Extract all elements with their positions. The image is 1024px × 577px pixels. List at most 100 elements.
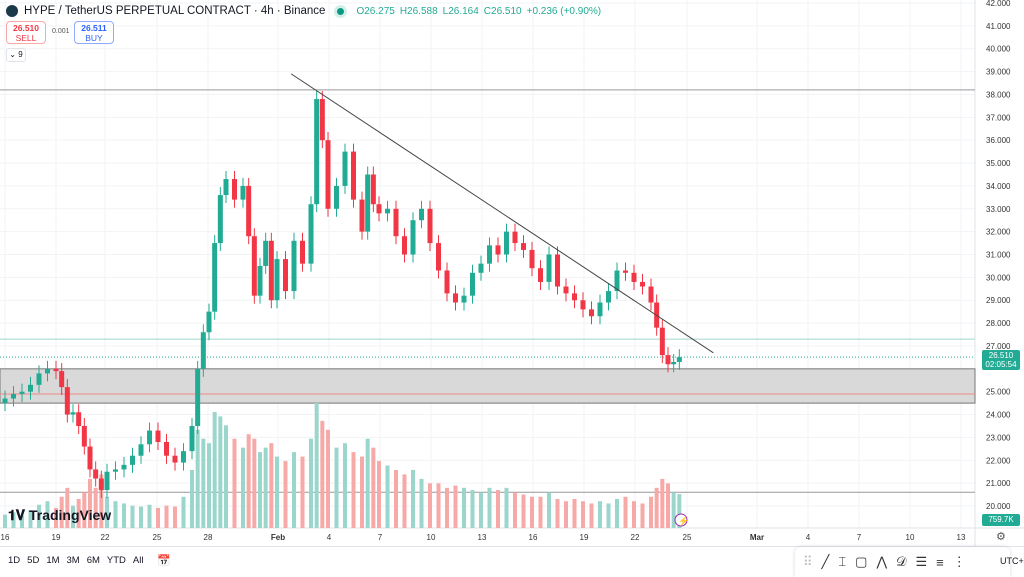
tradingview-logo[interactable]: 𝟏𝐕 TradingView	[8, 507, 111, 524]
vertical-measure-icon[interactable]: ⌶	[838, 554, 847, 569]
candle-body	[487, 245, 492, 264]
range-ytd[interactable]: YTD	[106, 555, 126, 566]
candle-body	[640, 281, 645, 287]
x-tick-label: 10	[427, 533, 436, 542]
candle-body	[597, 302, 603, 317]
x-tick-label: 16	[1, 533, 10, 542]
volume-bar	[28, 510, 33, 528]
path-icon[interactable]: ⋀	[876, 554, 888, 569]
volume-bar	[93, 487, 98, 528]
candle	[359, 191, 365, 240]
candle	[240, 177, 246, 208]
candle-body	[87, 446, 93, 470]
indicators-toggle[interactable]: ⌄ 9	[6, 48, 26, 62]
candle-body	[529, 249, 535, 269]
candle-countdown: 02:05:54	[985, 360, 1017, 369]
exchange-logo-icon	[6, 5, 18, 17]
range-6m[interactable]: 6M	[86, 555, 100, 566]
timezone[interactable]: UTC+6	[1000, 556, 1024, 566]
goto-date-calendar-icon[interactable]: 📅	[157, 555, 171, 567]
volume-bar	[615, 498, 619, 528]
candle-body	[217, 195, 223, 244]
symbol-title[interactable]: HYPE / TetherUS PERPETUAL CONTRACT · 4h …	[24, 5, 326, 17]
candle	[676, 349, 682, 370]
candle	[246, 177, 252, 245]
candle	[410, 212, 416, 263]
candle-body	[676, 357, 682, 362]
x-tick-label: 25	[153, 533, 162, 542]
pattern-icon[interactable]: 𝒟	[896, 554, 907, 569]
candle	[181, 443, 186, 471]
candle-body	[246, 185, 252, 237]
volume-bar	[258, 452, 262, 528]
sell-button[interactable]: 26.510 SELL	[6, 21, 46, 44]
candle	[495, 237, 501, 263]
candle	[257, 257, 263, 304]
y-tick-label: 21.000	[986, 479, 1011, 488]
candle	[580, 292, 586, 318]
rectangle-icon[interactable]: ▢	[855, 554, 868, 569]
candle-body	[81, 425, 87, 447]
volume-bar	[530, 496, 534, 528]
settings-gear-icon[interactable]: ⚙	[996, 531, 1006, 543]
volume-bar	[445, 487, 449, 528]
parallel-lines-icon[interactable]: ≡	[936, 554, 944, 570]
candle	[223, 171, 229, 204]
ohlc-values: O26.275 H26.588 L26.164 C26.510 +0.236 (…	[356, 6, 601, 17]
range-5d[interactable]: 5D	[27, 555, 40, 566]
volume-bar	[181, 496, 186, 528]
candle-body	[300, 240, 305, 264]
fib-retracement-icon[interactable]: ☰	[915, 554, 928, 569]
candle-body	[648, 286, 654, 303]
sell-price: 26.510	[13, 23, 39, 33]
volume-bar	[20, 515, 24, 528]
candle	[308, 196, 314, 272]
volume-bar	[479, 492, 483, 528]
volume-bar	[666, 483, 670, 528]
candle	[597, 294, 603, 325]
x-tick-label: 16	[529, 533, 538, 542]
candle	[606, 283, 611, 311]
candle-body	[342, 151, 348, 186]
range-1d[interactable]: 1D	[8, 555, 21, 566]
candle-body	[546, 254, 552, 282]
candle	[274, 251, 280, 309]
range-1m[interactable]: 1M	[46, 555, 60, 566]
volume-bar	[632, 501, 636, 528]
buy-button[interactable]: 26.511 BUY	[74, 21, 114, 44]
candle-body	[104, 471, 110, 491]
candle-body	[671, 361, 677, 365]
candle	[427, 200, 433, 252]
range-all[interactable]: All	[132, 555, 144, 566]
candle-body	[240, 185, 246, 200]
candle-body	[36, 373, 42, 385]
y-tick-label: 36.000	[986, 136, 1011, 145]
volume-bar	[207, 443, 211, 528]
regression-icon[interactable]: ⋮	[952, 554, 966, 569]
volume-bar	[3, 514, 7, 528]
symbol-header: HYPE / TetherUS PERPETUAL CONTRACT · 4h …	[6, 5, 601, 17]
volume-bar	[671, 492, 676, 528]
candle-body	[461, 295, 467, 303]
candle-body	[436, 243, 441, 271]
candle-body	[606, 291, 611, 303]
candle	[195, 360, 201, 434]
candle	[113, 461, 118, 480]
candle-body	[512, 231, 518, 244]
range-3m[interactable]: 3M	[66, 555, 80, 566]
candle-body	[580, 300, 586, 310]
candle	[538, 260, 543, 290]
x-tick-label: 22	[631, 533, 640, 542]
x-tick-label: 13	[957, 533, 966, 542]
candle-body	[427, 208, 433, 244]
lightning-event-icon[interactable]	[674, 513, 688, 527]
drag-handle-icon[interactable]: ⠿	[803, 554, 813, 569]
trend-line-icon[interactable]: ╱	[821, 554, 830, 569]
candle	[28, 376, 33, 400]
candle	[36, 365, 42, 393]
price-chart[interactable]: 42.000 41.000 40.000 39.000 38.000 37.000 36.0…	[0, 0, 1024, 546]
candle	[263, 232, 269, 274]
candle	[206, 303, 212, 341]
candle	[11, 385, 16, 407]
change-value: +0.236 (+0.90%)	[526, 5, 602, 17]
